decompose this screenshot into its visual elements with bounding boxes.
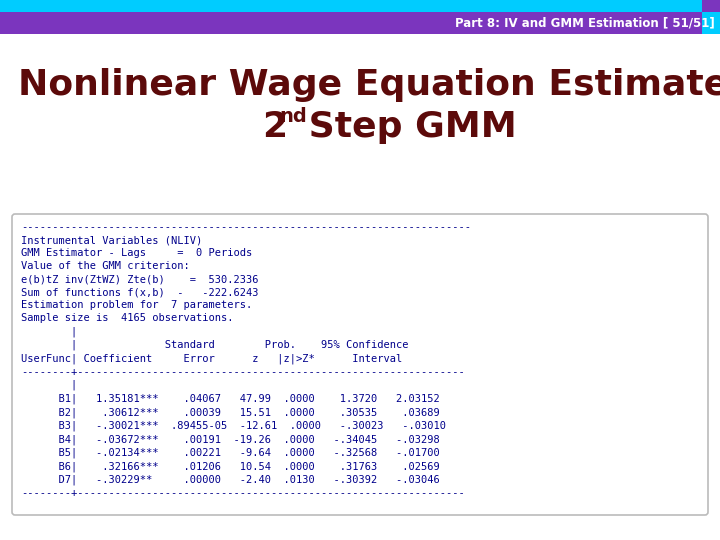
Text: Nonlinear Wage Equation Estimates: Nonlinear Wage Equation Estimates xyxy=(18,68,720,102)
Bar xyxy=(0,0,702,12)
Bar xyxy=(702,0,720,12)
Bar xyxy=(0,12,702,34)
Bar xyxy=(702,12,720,34)
Text: Step GMM: Step GMM xyxy=(296,110,517,144)
Text: nd: nd xyxy=(279,107,307,126)
Text: 2: 2 xyxy=(262,110,287,144)
FancyBboxPatch shape xyxy=(12,214,708,515)
Text: ------------------------------------------------------------------------
Instrum: ----------------------------------------… xyxy=(21,222,471,498)
Text: Part 8: IV and GMM Estimation [ 51/51]: Part 8: IV and GMM Estimation [ 51/51] xyxy=(455,17,715,30)
